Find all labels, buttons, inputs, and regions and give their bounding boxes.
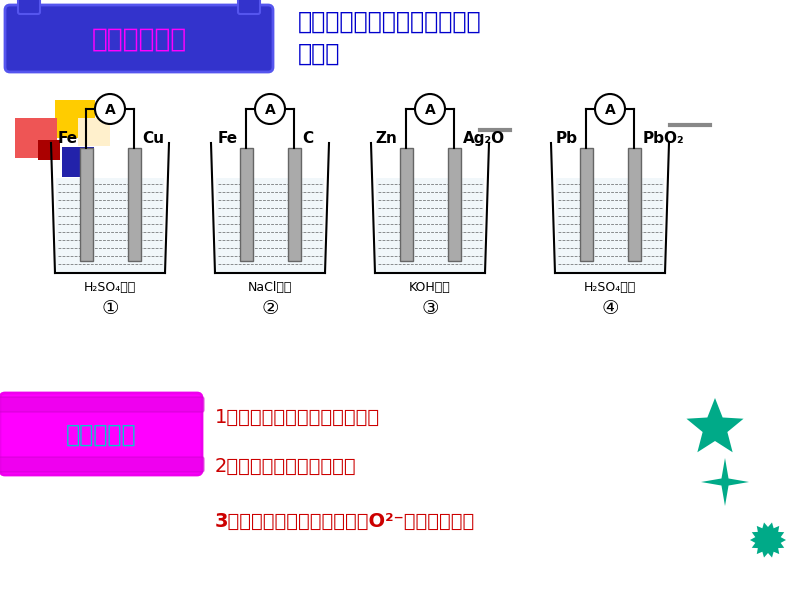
Text: C: C	[302, 131, 314, 146]
Bar	[376, 178, 484, 272]
Bar	[127, 148, 141, 261]
Text: 极反应: 极反应	[298, 42, 340, 66]
Circle shape	[595, 94, 625, 124]
Bar	[62, 147, 94, 177]
Text: 2、负极反应特点与规律：: 2、负极反应特点与规律：	[215, 457, 357, 476]
FancyBboxPatch shape	[0, 457, 204, 472]
Circle shape	[415, 94, 445, 124]
FancyBboxPatch shape	[0, 393, 202, 475]
Text: KOH溶液: KOH溶液	[409, 281, 451, 294]
Text: Fe: Fe	[58, 131, 78, 146]
FancyBboxPatch shape	[238, 0, 260, 14]
Bar	[287, 148, 301, 261]
Bar	[447, 148, 461, 261]
Text: A: A	[265, 103, 275, 117]
Polygon shape	[701, 458, 749, 506]
Text: 思考与交流一: 思考与交流一	[91, 26, 186, 52]
Text: A: A	[425, 103, 435, 117]
Text: H₂SO₄溶液: H₂SO₄溶液	[584, 281, 636, 294]
Text: ③: ③	[422, 299, 438, 318]
Text: Fe: Fe	[218, 131, 238, 146]
Bar	[55, 100, 95, 138]
Text: 总结与感悟: 总结与感悟	[66, 423, 136, 447]
Polygon shape	[750, 523, 786, 557]
FancyBboxPatch shape	[18, 0, 40, 14]
Bar	[579, 148, 593, 261]
Text: A: A	[105, 103, 115, 117]
Text: ④: ④	[602, 299, 618, 318]
Text: PbO₂: PbO₂	[642, 131, 684, 146]
Text: NaCl溶液: NaCl溶液	[248, 281, 292, 294]
Bar	[79, 148, 93, 261]
Bar	[239, 148, 253, 261]
Polygon shape	[686, 398, 743, 452]
Bar	[38, 140, 60, 160]
Text: ①: ①	[102, 299, 118, 318]
Circle shape	[255, 94, 285, 124]
Text: A: A	[605, 103, 615, 117]
Bar	[399, 148, 413, 261]
Bar	[556, 178, 664, 272]
Bar	[56, 178, 164, 272]
Text: H₂SO₄溶液: H₂SO₄溶液	[84, 281, 136, 294]
Text: 1、正极发生反应的物质判断：: 1、正极发生反应的物质判断：	[215, 408, 380, 427]
FancyBboxPatch shape	[0, 397, 204, 412]
Text: 分析以下原电池的正负极和电: 分析以下原电池的正负极和电	[298, 10, 482, 34]
Text: 3、溶液中正极电极反应产生O²⁻的书写规律：: 3、溶液中正极电极反应产生O²⁻的书写规律：	[215, 512, 475, 531]
Circle shape	[95, 94, 125, 124]
Text: ②: ②	[262, 299, 278, 318]
Text: Zn: Zn	[376, 131, 398, 146]
Bar	[216, 178, 324, 272]
Text: Ag₂O: Ag₂O	[462, 131, 505, 146]
Bar	[78, 118, 110, 146]
Text: Pb: Pb	[555, 131, 578, 146]
Text: Cu: Cu	[142, 131, 165, 146]
FancyBboxPatch shape	[5, 5, 273, 72]
Bar	[15, 118, 57, 158]
Bar	[627, 148, 641, 261]
